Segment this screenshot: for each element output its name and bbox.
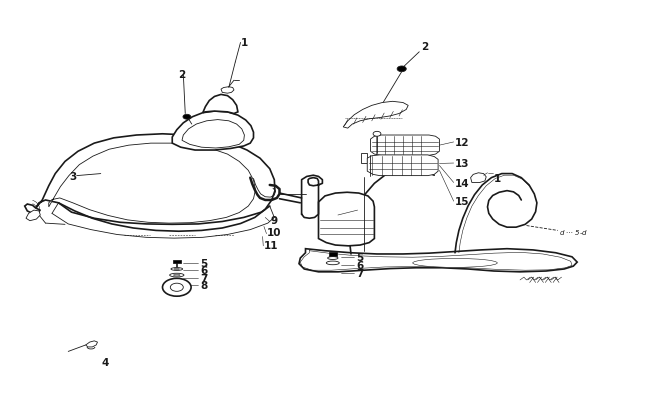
Text: 15: 15: [455, 197, 469, 207]
Ellipse shape: [170, 274, 184, 277]
Circle shape: [397, 67, 406, 72]
Circle shape: [162, 279, 191, 296]
Text: 4: 4: [101, 358, 109, 367]
FancyBboxPatch shape: [173, 260, 181, 263]
FancyBboxPatch shape: [361, 153, 367, 164]
Text: 8: 8: [200, 280, 207, 290]
Polygon shape: [471, 173, 486, 183]
Ellipse shape: [413, 259, 497, 268]
Text: 10: 10: [267, 228, 281, 238]
Text: 12: 12: [455, 138, 469, 147]
Ellipse shape: [326, 262, 339, 265]
Text: 5: 5: [200, 258, 207, 268]
Text: 2: 2: [421, 41, 428, 51]
Ellipse shape: [174, 275, 180, 276]
Ellipse shape: [174, 269, 179, 270]
Text: 7: 7: [200, 273, 207, 283]
Text: 13: 13: [455, 159, 469, 168]
Polygon shape: [172, 112, 254, 151]
Text: 6: 6: [200, 266, 207, 275]
Polygon shape: [203, 95, 238, 114]
Polygon shape: [36, 134, 275, 232]
Circle shape: [170, 284, 183, 292]
Polygon shape: [182, 120, 244, 149]
Polygon shape: [25, 205, 40, 214]
Polygon shape: [318, 193, 374, 246]
Circle shape: [183, 115, 191, 120]
Text: 11: 11: [264, 240, 278, 250]
Polygon shape: [299, 249, 577, 272]
FancyBboxPatch shape: [329, 253, 337, 256]
Text: 7: 7: [356, 269, 363, 278]
Polygon shape: [86, 341, 97, 347]
Circle shape: [373, 132, 381, 137]
Text: d $\cdots$ 5-d: d $\cdots$ 5-d: [559, 227, 588, 236]
Text: 3: 3: [69, 171, 76, 181]
Polygon shape: [26, 211, 40, 221]
Polygon shape: [370, 136, 439, 156]
Polygon shape: [343, 102, 408, 129]
Text: 6: 6: [356, 260, 363, 270]
Text: 1: 1: [494, 173, 501, 183]
Polygon shape: [49, 144, 255, 224]
Text: 14: 14: [455, 178, 469, 188]
Text: 5: 5: [356, 252, 363, 262]
Polygon shape: [367, 156, 438, 176]
Text: 9: 9: [270, 216, 278, 226]
Polygon shape: [221, 87, 234, 94]
Ellipse shape: [171, 268, 183, 271]
Text: 2: 2: [178, 70, 185, 80]
FancyBboxPatch shape: [330, 208, 366, 217]
Ellipse shape: [328, 257, 338, 260]
Text: 1: 1: [240, 38, 248, 47]
